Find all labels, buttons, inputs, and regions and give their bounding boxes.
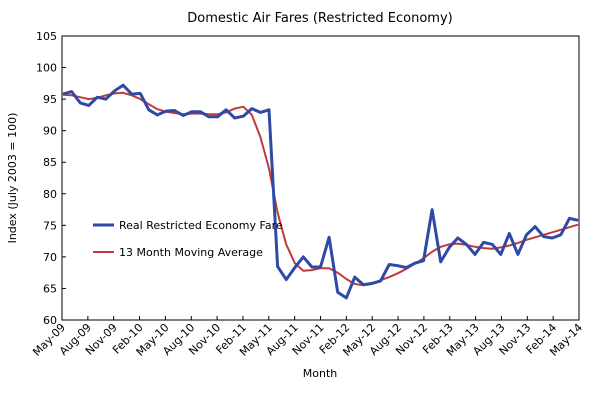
y-tick-label: 65: [43, 282, 57, 295]
y-axis-label: Index (July 2003 = 100): [6, 113, 19, 244]
series-lines: [62, 83, 579, 300]
y-tick-label: 70: [43, 251, 57, 264]
y-tick-label: 100: [36, 62, 57, 75]
x-axis-label: Month: [303, 367, 338, 380]
plot-frame: [61, 35, 580, 321]
y-tick-label: 90: [43, 125, 57, 138]
y-tick-label: 80: [43, 188, 57, 201]
y-tick-label: 105: [36, 30, 57, 43]
y-tick-label: 75: [43, 219, 57, 232]
series-line-real-fare: [62, 83, 579, 300]
legend-label-moving-average: 13 Month Moving Average: [119, 246, 263, 259]
y-tick-label: 95: [43, 93, 57, 106]
x-axis: May-09Aug-09Nov-09Feb-10May-10Aug-10Nov-…: [30, 316, 585, 359]
legend-label-real-fare: Real Restricted Economy Fare: [119, 219, 283, 232]
y-tick-label: 85: [43, 156, 57, 169]
chart-title: Domestic Air Fares (Restricted Economy): [187, 11, 453, 26]
legend: Real Restricted Economy Fare 13 Month Mo…: [93, 219, 283, 259]
y-axis: 60 65 70 75 80 85 90 95 100 105: [36, 30, 66, 327]
y-tick-label: 60: [43, 314, 57, 327]
